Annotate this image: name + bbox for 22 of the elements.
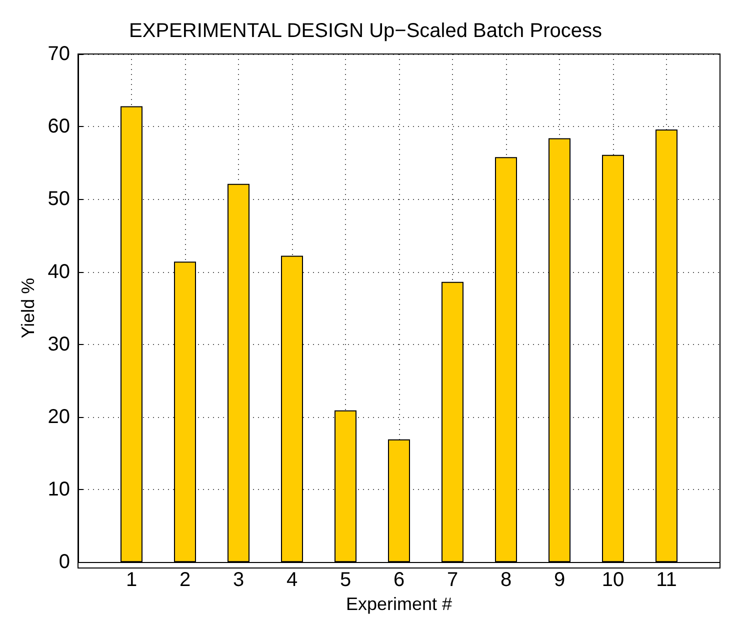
x-tick-label: 3 <box>232 569 244 592</box>
x-tick-label: 10 <box>602 569 624 592</box>
x-tick-label: 11 <box>656 569 677 592</box>
x-tick-label: 5 <box>340 569 352 592</box>
y-tick-label: 30 <box>48 333 70 356</box>
x-tick-label: 8 <box>500 569 512 592</box>
y-tick-label: 40 <box>48 260 70 283</box>
y-tick-label: 0 <box>58 551 70 574</box>
y-tick-label: 20 <box>48 406 70 428</box>
x-tick-label: 2 <box>179 569 191 592</box>
x-axis-title: Experiment # <box>346 594 452 614</box>
x-tick-label: 7 <box>446 569 458 592</box>
y-axis-title: Yield % <box>18 278 38 338</box>
y-tick-label: 70 <box>48 43 70 65</box>
x-tick-label: 9 <box>554 569 566 592</box>
y-tick-label: 10 <box>48 478 70 501</box>
x-tick-label: 4 <box>286 569 298 592</box>
y-tick-label: 60 <box>48 116 70 138</box>
x-tick-label: 1 <box>126 569 138 592</box>
chart-title: EXPERIMENTAL DESIGN Up−Scaled Batch Process <box>129 20 602 42</box>
y-tick-label: 50 <box>48 188 70 210</box>
x-tick-label: 6 <box>393 569 405 592</box>
